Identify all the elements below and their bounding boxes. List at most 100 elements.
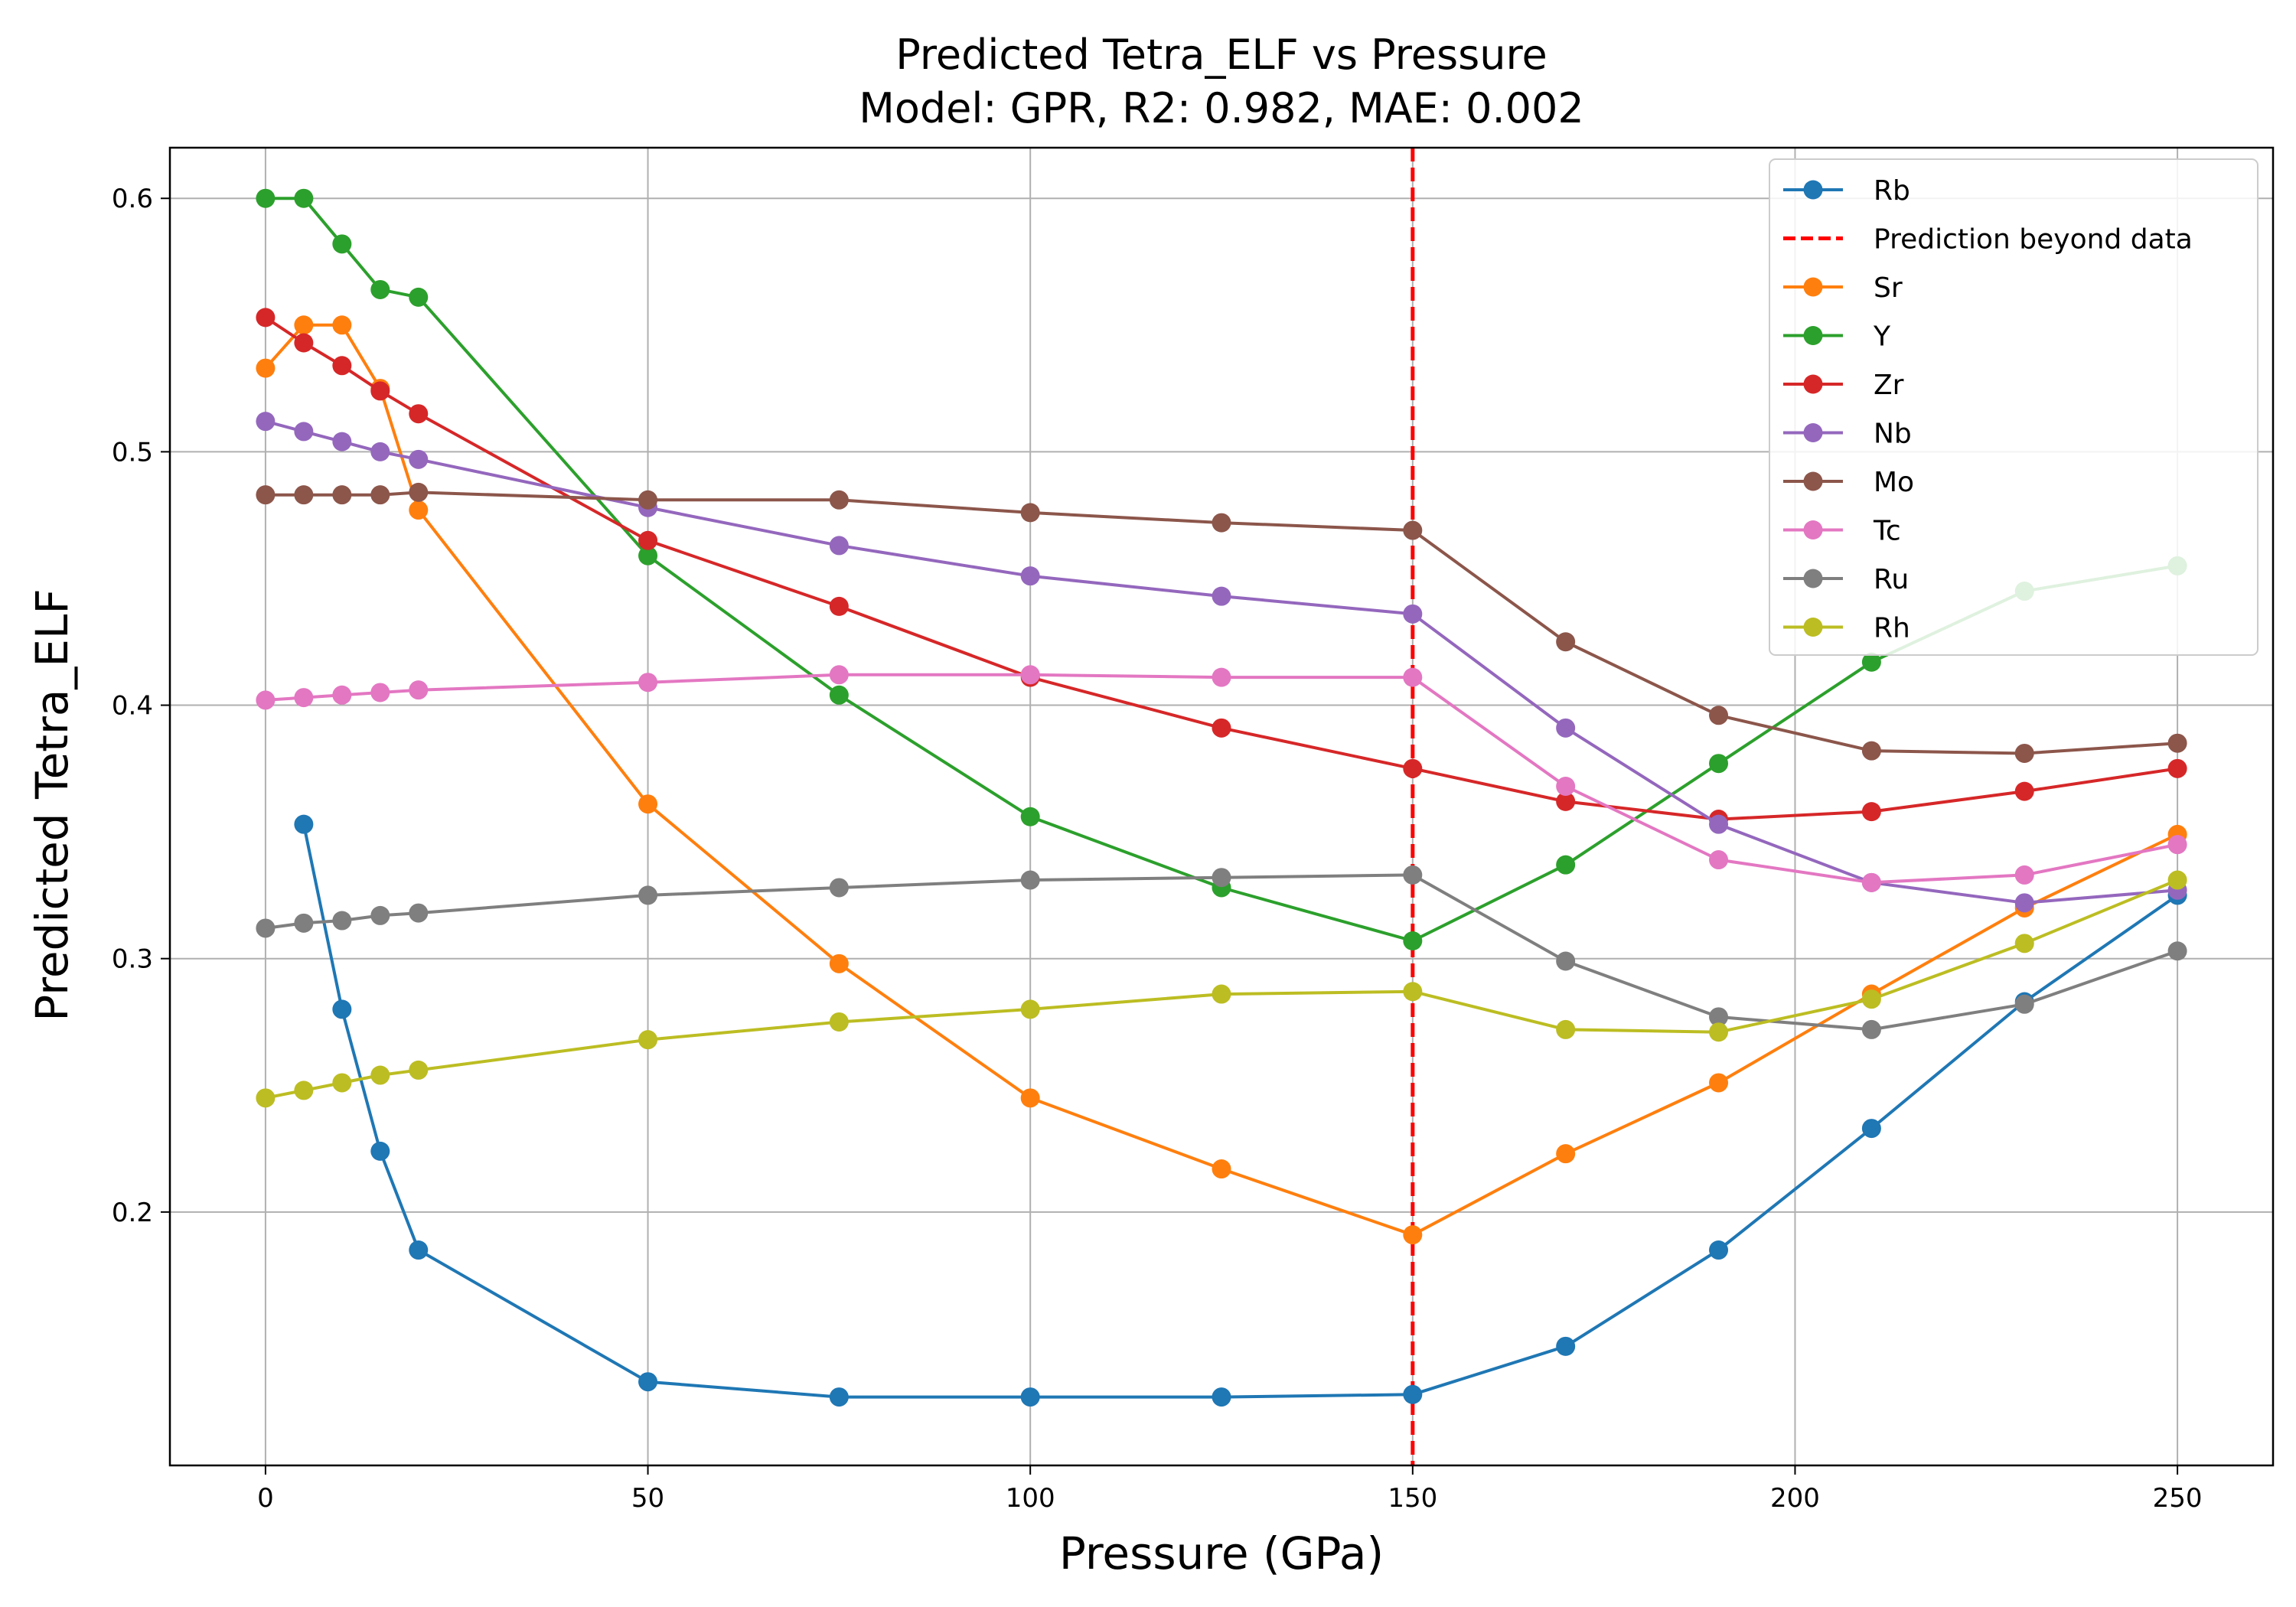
y-tick-label: 0.4 — [112, 691, 153, 722]
y-tick-label: 0.6 — [112, 184, 153, 214]
data-point — [1212, 1387, 1231, 1407]
data-point — [409, 449, 429, 469]
data-point — [829, 665, 849, 685]
data-point — [1212, 984, 1231, 1004]
legend: Rb Prediction beyond data Sr Y Zr Nb Mo Tc Ru Rh — [1769, 158, 2258, 656]
data-point — [1709, 814, 1729, 834]
data-point — [1709, 1240, 1729, 1260]
data-point — [1020, 1088, 1040, 1108]
x-tick-label: 200 — [1770, 1483, 1820, 1514]
data-point — [1403, 667, 1423, 687]
data-point — [256, 358, 276, 378]
legend-label: Nb — [1874, 419, 1912, 450]
data-point — [1212, 667, 1231, 687]
data-point — [829, 878, 849, 898]
data-point — [370, 381, 390, 401]
data-point — [1403, 931, 1423, 951]
x-tick-label: 50 — [631, 1483, 664, 1514]
data-point — [829, 1387, 849, 1407]
data-point — [256, 1088, 276, 1108]
data-point — [409, 404, 429, 424]
data-point — [294, 913, 314, 933]
data-point — [332, 685, 352, 705]
data-point — [1709, 1022, 1729, 1042]
data-point — [332, 911, 352, 931]
data-point — [294, 333, 314, 353]
y-axis-label: Predicted Tetra_ELF — [26, 588, 78, 1021]
data-point — [1709, 754, 1729, 774]
data-point — [829, 536, 849, 556]
legend-item-ru: Ru — [1783, 564, 1909, 595]
data-point — [1556, 1144, 1576, 1164]
data-point — [1403, 1225, 1423, 1245]
legend-label: Mo — [1874, 467, 1914, 498]
legend-point-marker — [1803, 277, 1823, 297]
series-mo — [256, 482, 2187, 763]
data-point — [409, 1240, 429, 1260]
data-point — [2167, 870, 2187, 890]
data-point — [638, 1030, 658, 1050]
data-point — [1212, 586, 1231, 606]
data-point — [1403, 982, 1423, 1002]
legend-label: Ru — [1874, 564, 1909, 595]
data-point — [1556, 951, 1576, 971]
x-tick-label: 0 — [257, 1483, 274, 1514]
series-lines — [256, 188, 2187, 1407]
data-point — [370, 1141, 390, 1161]
legend-item-rh: Rh — [1783, 613, 1910, 644]
data-point — [1556, 791, 1576, 811]
data-point — [294, 422, 314, 442]
data-point — [370, 279, 390, 299]
chart-title: Predicted Tetra_ELF vs Pressure — [895, 31, 1547, 79]
legend-label: Prediction beyond data — [1874, 224, 2193, 256]
data-point — [1861, 872, 1881, 892]
data-point — [332, 432, 352, 451]
legend-point-marker — [1803, 374, 1823, 394]
data-point — [1861, 1119, 1881, 1139]
data-point — [2167, 758, 2187, 778]
data-point — [409, 680, 429, 700]
data-point — [409, 1060, 429, 1080]
data-point — [294, 814, 314, 834]
data-point — [370, 442, 390, 461]
data-point — [1212, 868, 1231, 888]
data-point — [1403, 1384, 1423, 1404]
data-point — [1403, 520, 1423, 540]
data-point — [1020, 807, 1040, 826]
x-axis-label: Pressure (GPa) — [1059, 1527, 1384, 1579]
data-point — [294, 1081, 314, 1100]
data-point — [409, 500, 429, 520]
data-point — [1556, 1019, 1576, 1039]
data-point — [829, 490, 849, 510]
data-point — [2167, 835, 2187, 855]
data-point — [1020, 665, 1040, 685]
data-point — [1861, 652, 1881, 672]
legend-label: Tc — [1873, 516, 1901, 547]
legend-item-tc: Tc — [1783, 516, 1901, 547]
data-point — [256, 918, 276, 938]
data-point — [2014, 994, 2034, 1014]
data-point — [370, 683, 390, 702]
data-point — [2014, 781, 2034, 801]
data-point — [370, 1065, 390, 1085]
data-point — [1403, 604, 1423, 624]
data-point — [1556, 718, 1576, 738]
data-point — [409, 903, 429, 923]
legend-label: Zr — [1874, 370, 1904, 401]
data-point — [294, 315, 314, 335]
data-point — [332, 315, 352, 335]
data-point — [332, 485, 352, 505]
data-point — [332, 234, 352, 254]
legend-item-sr: Sr — [1783, 272, 1903, 304]
y-tick-label: 0.5 — [112, 437, 153, 468]
data-point — [2014, 865, 2034, 885]
legend-label: Rh — [1874, 613, 1910, 644]
data-point — [638, 1372, 658, 1392]
data-point — [638, 673, 658, 693]
data-point — [294, 188, 314, 208]
legend-item-nb: Nb — [1783, 419, 1912, 450]
data-point — [1556, 777, 1576, 797]
data-point — [1861, 802, 1881, 822]
data-point — [638, 885, 658, 905]
